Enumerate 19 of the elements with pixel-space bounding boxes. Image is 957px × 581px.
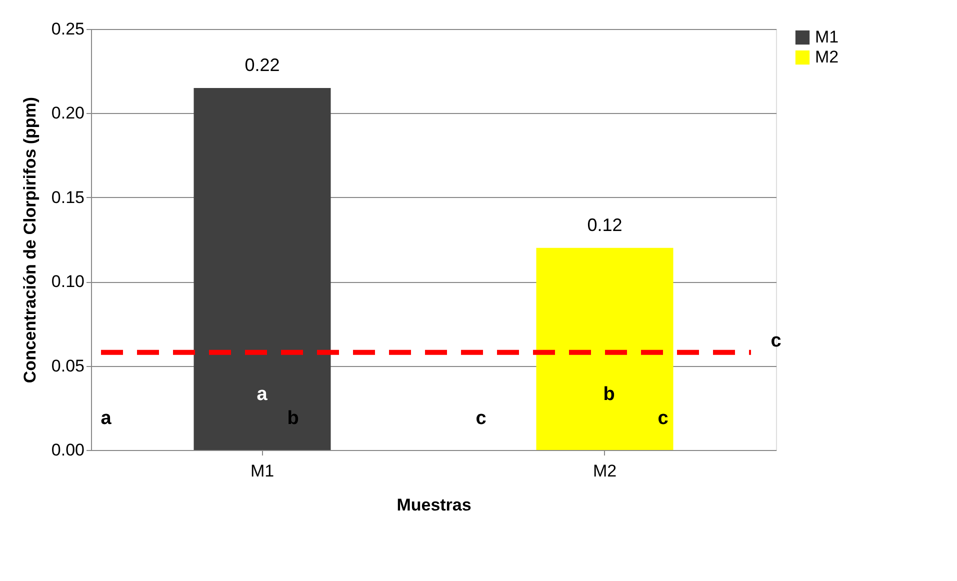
data-label: 0.22 bbox=[244, 54, 280, 75]
y-tick-label: 0.20 bbox=[51, 104, 84, 123]
y-tick-label: 0.10 bbox=[51, 272, 84, 292]
annotation: c bbox=[476, 408, 487, 429]
annotation: a bbox=[256, 384, 268, 405]
y-tick-label: 0.05 bbox=[51, 356, 84, 376]
legend-label: M1 bbox=[815, 28, 839, 46]
legend-label: M2 bbox=[815, 48, 839, 66]
annotation: c bbox=[658, 408, 669, 429]
data-label: 0.12 bbox=[587, 214, 622, 235]
y-tick-label: 0.25 bbox=[51, 20, 84, 38]
x-axis-title: Muestras bbox=[396, 496, 472, 514]
y-tick-label: 0.00 bbox=[51, 440, 84, 460]
y-tick-label: 0.15 bbox=[51, 188, 84, 207]
y-axis-title: Concentración de Clorpirifos (ppm) bbox=[20, 96, 40, 384]
annotation: b bbox=[287, 408, 299, 429]
ref-line-label: c bbox=[770, 330, 782, 352]
annotation: b bbox=[603, 384, 615, 405]
annotation: a bbox=[100, 408, 112, 429]
